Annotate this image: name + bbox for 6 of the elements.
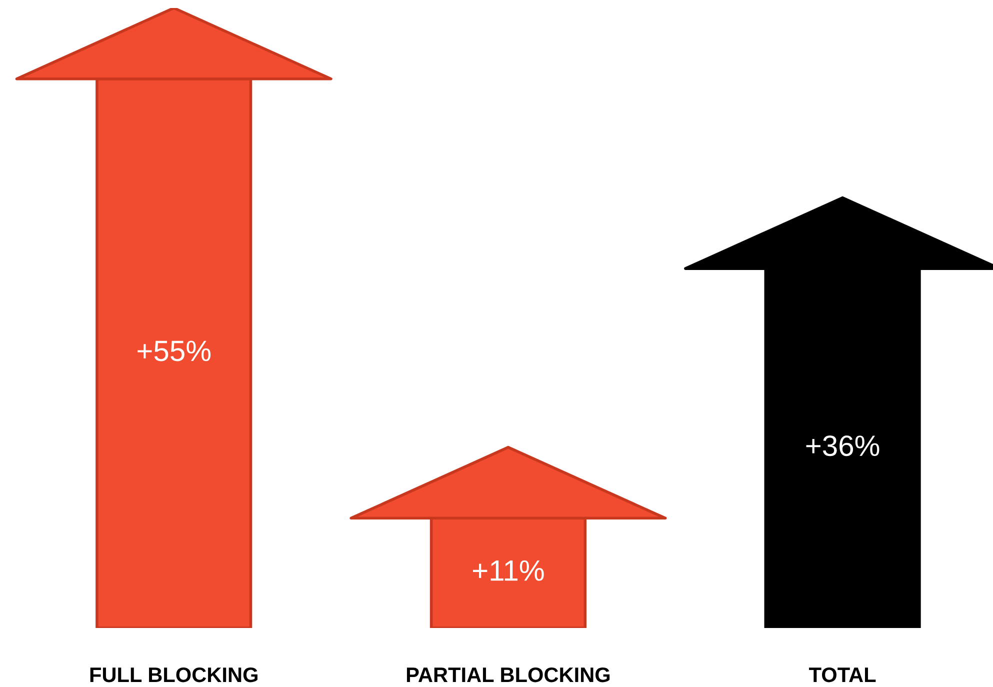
data-label: +55% [138,340,211,362]
data-label: +36% [806,435,880,456]
x-tick-label: TOTAL [809,667,876,682]
x-tick-label: FULL BLOCKING [90,667,258,682]
data-label: +11% [473,560,544,581]
x-tick-label: PARTIAL BLOCKING [406,667,610,682]
